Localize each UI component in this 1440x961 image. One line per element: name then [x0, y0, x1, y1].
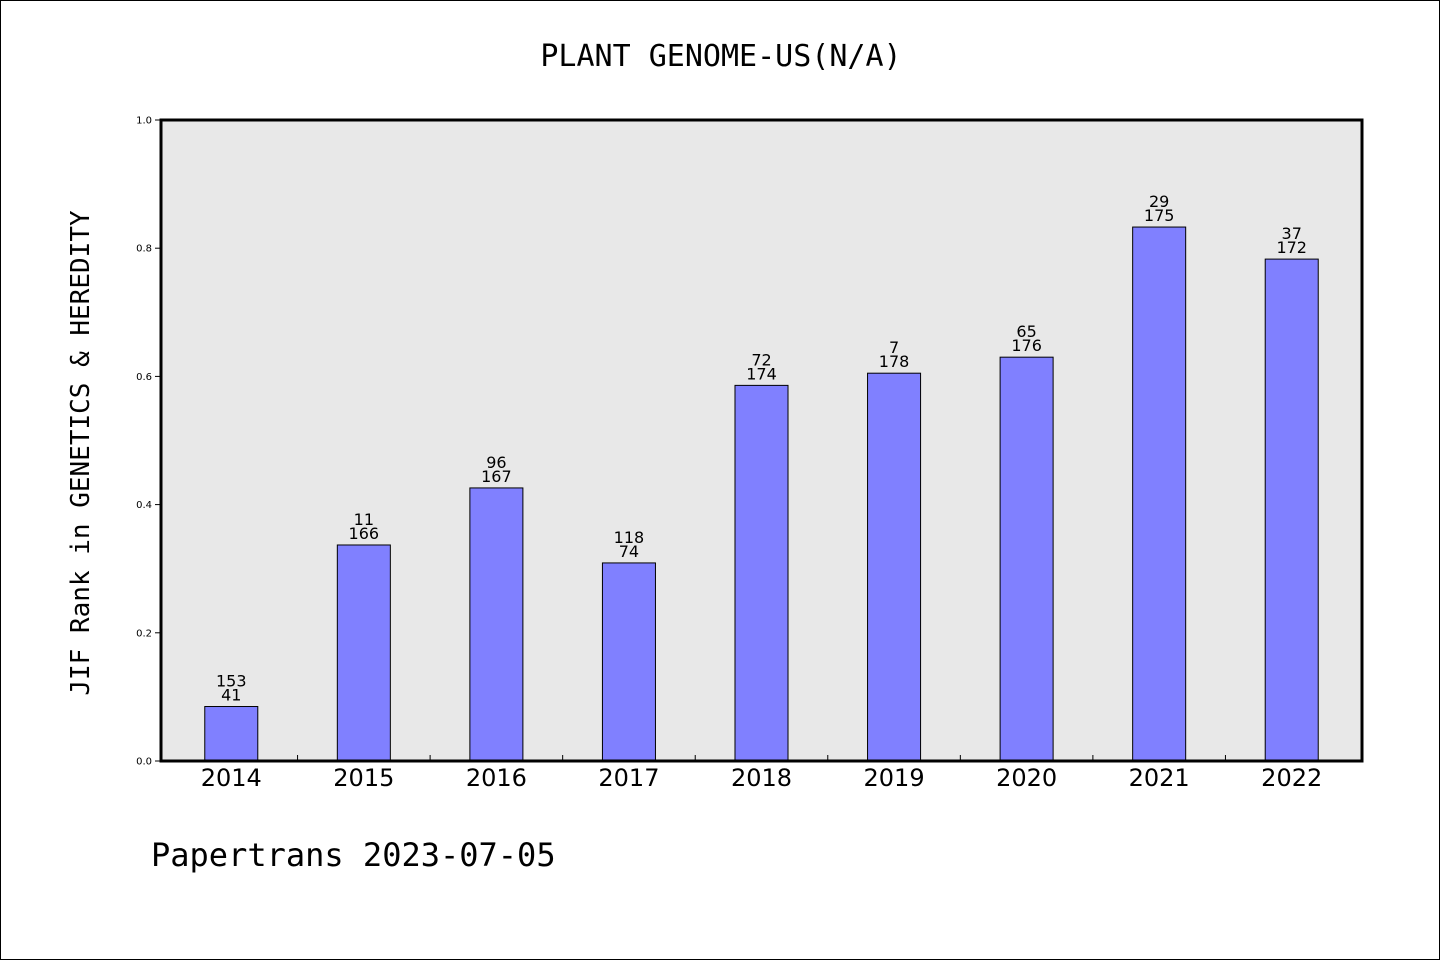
bar-label-lower: 41 — [221, 686, 241, 705]
footer-text: Papertrans 2023-07-05 — [151, 836, 556, 874]
bar-label-lower: 175 — [1144, 206, 1175, 225]
x-category-label: 2018 — [731, 764, 792, 792]
y-tick-label: 0.4 — [136, 500, 152, 511]
bar-label-upper: 96 — [486, 453, 506, 472]
x-category-label: 2020 — [996, 764, 1057, 792]
bar-label-lower: 176 — [1011, 336, 1042, 355]
bars — [204, 226, 1319, 762]
bar-label-upper: 72 — [751, 350, 771, 369]
bar-label-lower: 178 — [879, 352, 910, 371]
bar-label-upper: 37 — [1282, 224, 1302, 243]
bar-label-upper: 65 — [1016, 322, 1036, 341]
bar-label-upper: 11 — [354, 510, 374, 529]
bar-2017 — [601, 562, 656, 762]
y-tick-label: 0.8 — [136, 244, 152, 255]
bar-2020 — [999, 356, 1054, 762]
x-category-label: 2016 — [466, 764, 527, 792]
bar-label-upper: 29 — [1149, 192, 1169, 211]
x-category-label: 2021 — [1129, 764, 1190, 792]
chart-title: PLANT GENOME-US(N/A) — [540, 39, 902, 74]
bar-2015 — [336, 544, 391, 762]
x-category-label: 2017 — [598, 764, 659, 792]
x-category-label: 2014 — [201, 764, 262, 792]
y-tick-label: 0.6 — [136, 372, 152, 383]
bar-label-lower: 172 — [1276, 238, 1307, 257]
bar-label-upper: 118 — [614, 528, 645, 547]
bar-2016 — [469, 487, 524, 762]
x-category-label: 2015 — [333, 764, 394, 792]
bar-label-upper: 153 — [216, 672, 247, 691]
y-tick-label: 0.2 — [136, 628, 152, 639]
bar-label-lower: 174 — [746, 364, 777, 383]
bar-label-upper: 7 — [889, 338, 899, 357]
bar-label-lower: 74 — [619, 542, 639, 561]
x-axis-labels: 2014 2015 2016 2017 2018 2019 2020 2021 2022 — [201, 764, 1323, 792]
bar-2019 — [867, 372, 922, 762]
bar-2014 — [204, 706, 259, 762]
y-tick-label: 0.0 — [136, 757, 152, 768]
bar-2022 — [1264, 258, 1319, 762]
bar-2018 — [734, 384, 789, 762]
x-category-label: 2019 — [864, 764, 925, 792]
plot-frame — [159, 118, 1364, 763]
bar-2021 — [1132, 226, 1187, 762]
bar-label-lower: 166 — [349, 524, 380, 543]
y-tick-label: 1.0 — [136, 116, 152, 127]
x-category-label: 2022 — [1261, 764, 1322, 792]
bar-label-lower: 167 — [481, 467, 512, 486]
